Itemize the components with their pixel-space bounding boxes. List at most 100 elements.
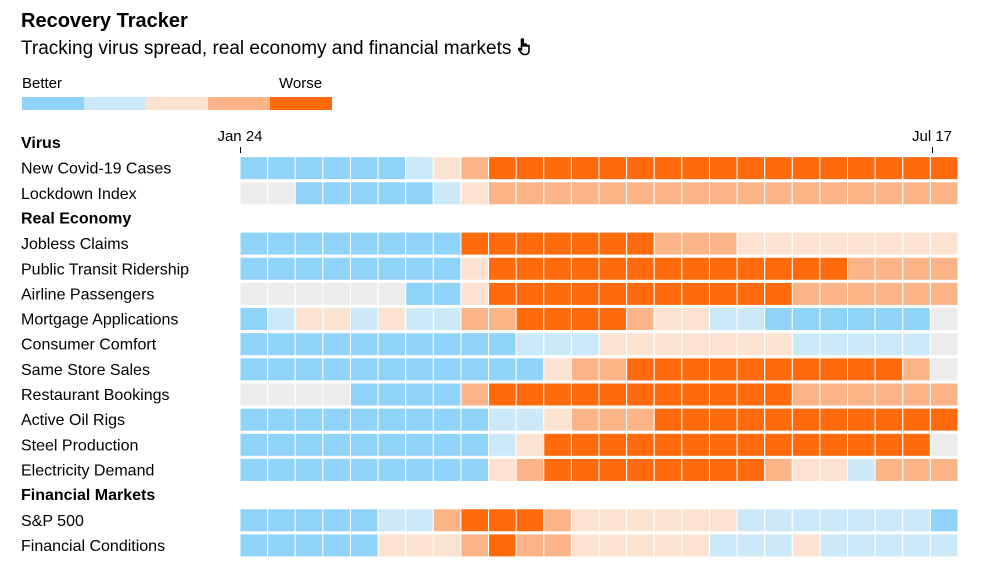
heatmap-cell — [902, 256, 931, 281]
heatmap-cell — [432, 407, 462, 432]
heatmap-cell — [764, 181, 793, 206]
heatmap-cell — [377, 382, 407, 407]
heatmap-cell — [488, 281, 517, 306]
heatmap-cell — [405, 281, 434, 306]
row-label: Financial Conditions — [21, 538, 165, 555]
heatmap-cell — [929, 407, 959, 432]
heatmap-cell — [929, 307, 959, 332]
heatmap-cell — [432, 231, 462, 256]
heatmap-cell — [929, 357, 959, 382]
heatmap-cell — [736, 281, 766, 306]
heatmap-cell — [405, 508, 434, 533]
heatmap-cell — [708, 357, 738, 382]
heatmap-cell — [460, 457, 490, 482]
heatmap-cell — [626, 231, 655, 256]
heatmap-cell — [405, 156, 434, 181]
heatmap-cell — [653, 332, 683, 357]
row-label: Lockdown Index — [21, 186, 137, 203]
heatmap-cell — [405, 382, 434, 407]
heatmap-cell — [543, 508, 572, 533]
legend-color-scale — [22, 97, 332, 110]
heatmap-cell — [598, 281, 628, 306]
heatmap-cell — [405, 256, 434, 281]
heatmap-cell — [764, 256, 793, 281]
heatmap-cell — [902, 281, 931, 306]
heatmap-cell — [626, 281, 655, 306]
heatmap-cell — [598, 533, 628, 558]
heatmap-cell — [488, 533, 517, 558]
heatmap-cell — [432, 533, 462, 558]
heatmap-cell — [239, 332, 269, 357]
heatmap-cell — [902, 231, 931, 256]
row-label: S&P 500 — [21, 513, 84, 530]
heatmap-cell — [708, 256, 738, 281]
heatmap-cell — [294, 457, 324, 482]
heatmap-cell — [708, 307, 738, 332]
hand-pointer-icon[interactable] — [517, 38, 531, 56]
heatmap-cell — [570, 231, 600, 256]
heatmap-cell — [570, 382, 600, 407]
heatmap-cell — [708, 156, 738, 181]
heatmap-cell — [294, 382, 324, 407]
heatmap-cell — [349, 508, 379, 533]
heatmap-cell — [653, 281, 683, 306]
heatmap-cell — [847, 231, 876, 256]
heatmap-cell — [736, 432, 766, 457]
heatmap-cell — [929, 256, 959, 281]
heatmap-cell — [460, 407, 490, 432]
heatmap-cell — [736, 407, 766, 432]
heatmap-cell — [405, 181, 434, 206]
heatmap-cell — [847, 307, 876, 332]
heatmap-cell — [791, 231, 821, 256]
row-label: Steel Production — [21, 437, 138, 454]
heatmap-cell — [681, 457, 710, 482]
heatmap-cell — [902, 533, 931, 558]
heatmap-cell — [902, 357, 931, 382]
heatmap-cell — [515, 256, 545, 281]
heatmap-cell — [349, 357, 379, 382]
heatmap-cell — [819, 382, 849, 407]
legend-swatch — [146, 97, 208, 110]
section-heading: Financial Markets — [21, 487, 155, 504]
heatmap-cell — [653, 382, 683, 407]
heatmap-cell — [874, 533, 904, 558]
heatmap-cell — [598, 407, 628, 432]
heatmap-cell — [405, 432, 434, 457]
heatmap-cell — [874, 407, 904, 432]
heatmap-cell — [653, 181, 683, 206]
row-label: Airline Passengers — [21, 286, 154, 303]
heatmap-cell — [653, 357, 683, 382]
heatmap-cell — [322, 533, 351, 558]
heatmap-cell — [322, 407, 351, 432]
heatmap-cell — [294, 281, 324, 306]
heatmap-cell — [349, 332, 379, 357]
heatmap-cell — [377, 357, 407, 382]
heatmap-cell — [764, 231, 793, 256]
heatmap-cell — [515, 332, 545, 357]
heatmap-cell — [626, 382, 655, 407]
row-label: Consumer Comfort — [21, 337, 157, 354]
row-label: New Covid-19 Cases — [21, 161, 171, 178]
heatmap-cell — [902, 432, 931, 457]
heatmap-cell — [405, 457, 434, 482]
heatmap-cell — [460, 156, 490, 181]
heatmap-cell — [902, 156, 931, 181]
heatmap-cell — [349, 156, 379, 181]
heatmap-cell — [681, 533, 710, 558]
heatmap-cell — [239, 156, 269, 181]
heatmap-cell — [598, 307, 628, 332]
heatmap-cell — [874, 307, 904, 332]
heatmap-cell — [708, 332, 738, 357]
heatmap-cell — [902, 508, 931, 533]
heatmap-cell — [626, 407, 655, 432]
heatmap-cell — [488, 256, 517, 281]
heatmap-cell — [294, 231, 324, 256]
heatmap-cell — [598, 357, 628, 382]
heatmap-cell — [377, 256, 407, 281]
heatmap-cell — [515, 281, 545, 306]
heatmap-cell — [819, 231, 849, 256]
heatmap-cell — [570, 432, 600, 457]
heatmap-cell — [543, 432, 572, 457]
heatmap-cell — [322, 457, 351, 482]
heatmap-cell — [847, 432, 876, 457]
